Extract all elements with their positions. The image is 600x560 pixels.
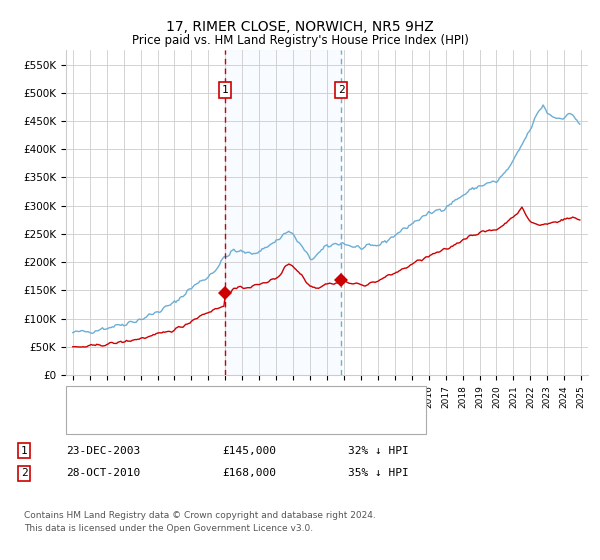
Text: 1: 1 (221, 85, 228, 95)
Text: 35% ↓ HPI: 35% ↓ HPI (348, 468, 409, 478)
Text: 2: 2 (338, 85, 344, 95)
Text: 28-OCT-2010: 28-OCT-2010 (66, 468, 140, 478)
Text: 23-DEC-2003: 23-DEC-2003 (66, 446, 140, 456)
Text: 17, RIMER CLOSE, NORWICH, NR5 9HZ: 17, RIMER CLOSE, NORWICH, NR5 9HZ (166, 20, 434, 34)
Text: HPI: Average price, detached house, Norwich: HPI: Average price, detached house, Norw… (105, 417, 340, 427)
Text: 1: 1 (20, 446, 28, 456)
Text: ———: ——— (75, 393, 112, 406)
Text: Price paid vs. HM Land Registry's House Price Index (HPI): Price paid vs. HM Land Registry's House … (131, 34, 469, 46)
Bar (225, 50, 341, 375)
Text: 17, RIMER CLOSE, NORWICH, NR5 9HZ (detached house): 17, RIMER CLOSE, NORWICH, NR5 9HZ (detac… (105, 395, 400, 405)
Text: 32% ↓ HPI: 32% ↓ HPI (348, 446, 409, 456)
Text: £168,000: £168,000 (222, 468, 276, 478)
Text: Contains HM Land Registry data © Crown copyright and database right 2024.
This d: Contains HM Land Registry data © Crown c… (24, 511, 376, 533)
Text: ———: ——— (75, 416, 112, 428)
Text: £145,000: £145,000 (222, 446, 276, 456)
Text: 2: 2 (20, 468, 28, 478)
